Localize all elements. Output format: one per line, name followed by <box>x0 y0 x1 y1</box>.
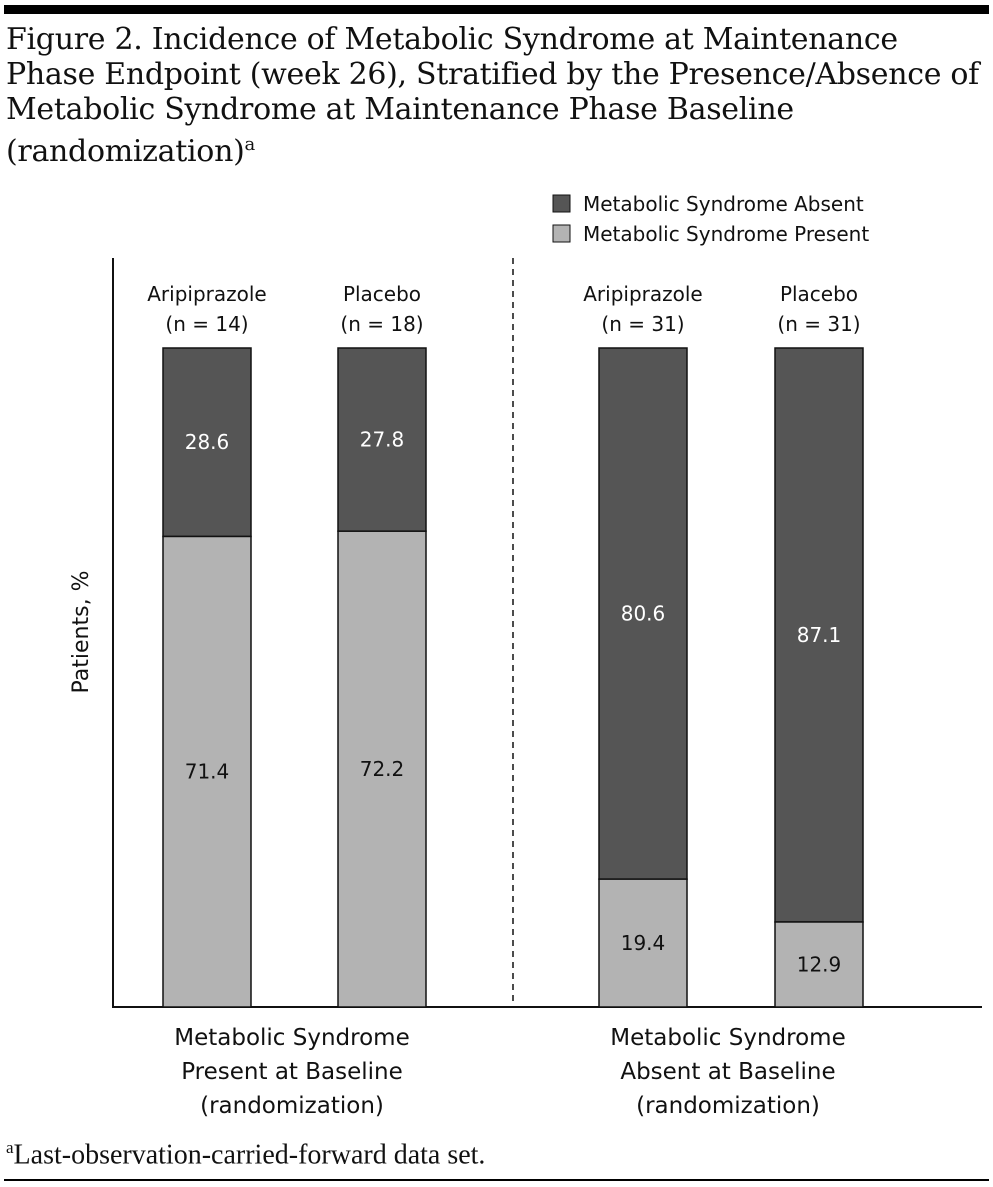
legend-label: Metabolic Syndrome Absent <box>583 192 864 216</box>
data-label-present: 19.4 <box>621 931 666 955</box>
bar-segment-present <box>162 535 252 1008</box>
data-label-present: 71.4 <box>185 760 230 784</box>
bar-name: Placebo <box>780 282 858 306</box>
bar-n: (n = 31) <box>777 312 860 336</box>
footnote-superscript: a <box>6 1138 14 1157</box>
bar-segment-present <box>337 530 427 1008</box>
legend-swatch <box>552 194 571 213</box>
footnote: aLast-observation-carried-forward data s… <box>6 1138 485 1171</box>
data-label-absent: 28.6 <box>185 430 230 454</box>
bar-segment-present <box>598 878 688 1008</box>
legend-label: Metabolic Syndrome Present <box>583 222 869 246</box>
group-label: Absent at Baseline <box>620 1059 835 1085</box>
data-label-present: 72.2 <box>360 757 405 781</box>
title-superscript: a <box>244 134 256 155</box>
top-rule <box>4 5 989 14</box>
group-label: (randomization) <box>636 1093 820 1119</box>
group-label: (randomization) <box>200 1093 384 1119</box>
data-label-absent: 87.1 <box>797 623 842 647</box>
bar-segment-absent <box>774 347 864 923</box>
bar-segment-absent <box>337 347 427 532</box>
bar-segment-absent <box>598 347 688 880</box>
bar-n: (n = 31) <box>601 312 684 336</box>
bottom-rule <box>4 1179 989 1181</box>
bar-segment-present <box>774 921 864 1008</box>
title-text: Figure 2. Incidence of Metabolic Syndrom… <box>6 22 979 169</box>
data-label-absent: 27.8 <box>360 428 405 452</box>
bar-name: Aripiprazole <box>583 282 702 306</box>
bar-n: (n = 18) <box>340 312 423 336</box>
group-label: Present at Baseline <box>181 1059 403 1085</box>
group-label: Metabolic Syndrome <box>174 1025 409 1051</box>
bar-segment-absent <box>162 347 252 538</box>
footnote-text: Last-observation-carried-forward data se… <box>13 1139 486 1171</box>
y-axis-label: Patients, % <box>69 571 94 694</box>
bar-name: Placebo <box>343 282 421 306</box>
data-label-absent: 80.6 <box>621 602 666 626</box>
bar-name: Aripiprazole <box>147 282 266 306</box>
bar-n: (n = 14) <box>165 312 248 336</box>
figure-title: Figure 2. Incidence of Metabolic Syndrom… <box>6 22 986 169</box>
data-label-present: 12.9 <box>797 952 842 976</box>
group-label: Metabolic Syndrome <box>610 1025 845 1051</box>
legend-swatch <box>552 224 571 243</box>
